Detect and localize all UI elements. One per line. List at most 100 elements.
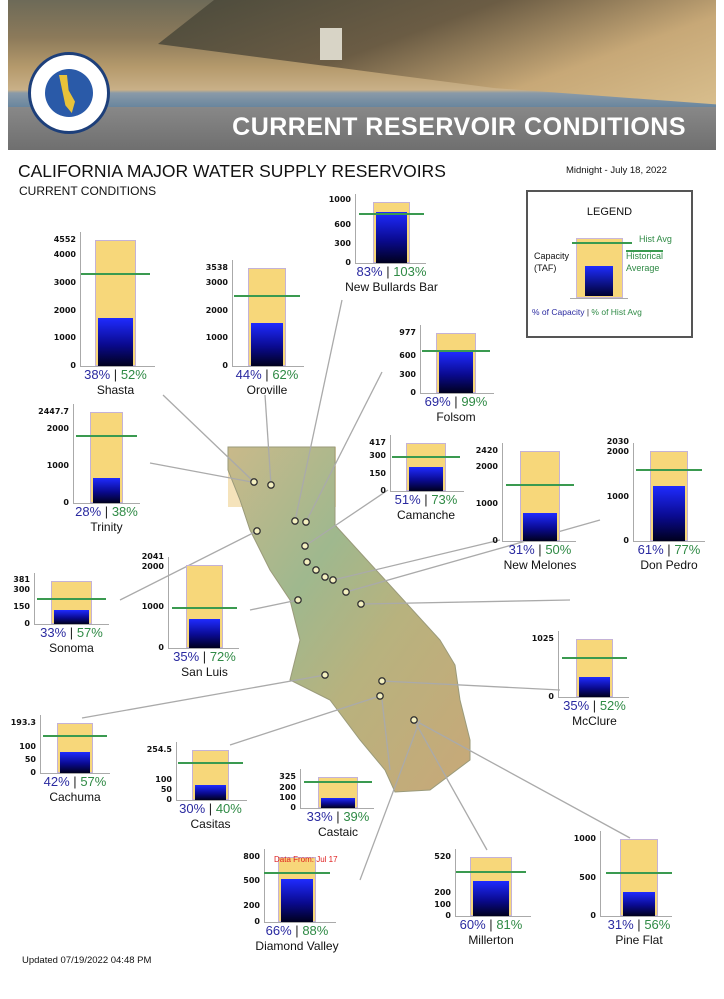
pct-capacity: 38 <box>84 367 99 382</box>
y-tick-label: 0 <box>410 388 416 397</box>
reservoir-name: San Luis <box>181 665 228 679</box>
percent-label: 61% | 77% <box>609 543 724 557</box>
pct-sign: % <box>321 809 333 824</box>
y-tick-label: 0 <box>158 643 164 652</box>
leader-lines <box>81 299 631 881</box>
y-tick-label: 0 <box>548 692 554 701</box>
y-tick-label: 1000 <box>475 498 498 508</box>
storage-bar <box>523 513 557 541</box>
y-tick-label: 193.3 <box>10 718 36 727</box>
x-axis <box>420 393 494 394</box>
storage-bar <box>98 318 133 366</box>
separator: | <box>69 625 74 640</box>
reservoir-name: Cachuma <box>49 790 101 804</box>
pct-hist: 38 <box>111 504 127 519</box>
y-tick-label: 3000 <box>53 277 76 287</box>
x-axis <box>390 491 464 492</box>
pct-sign: % <box>316 923 329 938</box>
percent-label: 51% | 73% <box>366 493 486 507</box>
pct-sign: % <box>614 698 626 713</box>
percent-label: 28% | 38% <box>47 505 167 519</box>
pct-capacity: 31 <box>508 542 524 557</box>
y-axis <box>40 715 41 773</box>
y-axis <box>600 831 601 916</box>
separator: | <box>454 394 458 409</box>
percent-label: 38% | 52% <box>56 368 176 382</box>
y-tick-label: 2000 <box>205 305 228 315</box>
x-axis <box>300 808 374 809</box>
y-tick-label: 200 <box>434 888 451 898</box>
pct-sign: % <box>658 917 671 932</box>
percent-label: 83% | 103% <box>332 265 452 279</box>
page-subtitle: CURRENT CONDITIONS <box>19 184 157 198</box>
y-tick-label: 500 <box>579 872 596 882</box>
y-tick-label: 300 <box>399 369 416 379</box>
percent-label: 33% | 39% <box>278 810 398 824</box>
y-tick-label: 100 <box>434 899 451 909</box>
x-axis <box>264 922 336 923</box>
historical-average-line <box>392 456 460 459</box>
pct-capacity: 33 <box>40 625 55 640</box>
storage-bar <box>189 618 220 648</box>
y-tick-label: 1025 <box>531 634 554 643</box>
historical-average-line <box>172 606 237 609</box>
historical-average-line <box>264 872 330 875</box>
y-tick-label: 3538 <box>205 263 228 272</box>
reservoir-name: Castaic <box>317 825 358 839</box>
x-axis <box>73 503 140 504</box>
y-tick-label: 2000 <box>141 561 164 571</box>
reservoir-name: Pine Flat <box>615 933 663 947</box>
banner-strip <box>8 107 716 150</box>
pct-capacity: 35 <box>173 649 188 664</box>
y-tick-label: 381 <box>13 575 30 585</box>
pct-sign: % <box>286 367 299 382</box>
reservoir-marker <box>303 558 311 566</box>
y-tick-label: 1000 <box>573 834 596 843</box>
legend-capacity-unit: (TAF) <box>534 263 557 273</box>
pct-hist: 77 <box>674 542 689 557</box>
y-axis <box>420 325 421 393</box>
reservoir-marker <box>301 542 309 550</box>
y-tick-label: 0 <box>590 911 596 920</box>
reservoir-marker <box>250 478 258 486</box>
pct-hist: 39 <box>343 809 358 824</box>
pct-capacity: 60 <box>459 917 475 932</box>
pct-capacity: 28 <box>75 504 90 519</box>
pct-sign: % <box>280 923 292 938</box>
reservoir-marker <box>321 573 329 581</box>
x-axis <box>176 800 247 801</box>
separator: | <box>104 504 109 519</box>
y-axis <box>455 849 456 916</box>
y-tick-label: 417 <box>369 438 386 447</box>
y-tick-label: 300 <box>369 451 386 461</box>
y-tick-label: 254.5 <box>146 745 172 754</box>
separator: | <box>386 264 390 279</box>
y-tick-label: 1000 <box>53 333 76 343</box>
pct-capacity: 51 <box>394 492 410 507</box>
pct-sign: % <box>357 809 370 824</box>
pct-sign: % <box>193 801 206 816</box>
x-axis <box>455 916 531 917</box>
legend-storage-bar <box>585 266 613 296</box>
pct-capacity: 44 <box>235 367 251 382</box>
y-tick-label: 2447.7 <box>38 407 69 416</box>
separator: | <box>538 542 542 557</box>
pct-sign: % <box>652 542 664 557</box>
y-tick-label: 200 <box>243 900 260 910</box>
pct-sign: % <box>187 649 200 664</box>
y-tick-label: 300 <box>13 585 30 595</box>
pct-capacity: 69 <box>424 394 440 409</box>
percent-label: 60% | 81% <box>431 918 551 932</box>
pct-capacity: 30 <box>179 801 194 816</box>
separator: | <box>73 774 77 789</box>
pct-hist: 52 <box>599 698 615 713</box>
x-axis <box>34 624 109 625</box>
pct-sign: % <box>89 504 102 519</box>
y-axis <box>34 573 35 624</box>
legend-axis <box>570 298 628 299</box>
historical-average-line <box>359 212 424 215</box>
x-axis <box>80 366 155 367</box>
y-tick-label: 200 <box>279 783 296 792</box>
pct-capacity: 33 <box>306 809 322 824</box>
legend: LEGEND Capacity (TAF) Hist Avg Historical… <box>526 190 693 338</box>
